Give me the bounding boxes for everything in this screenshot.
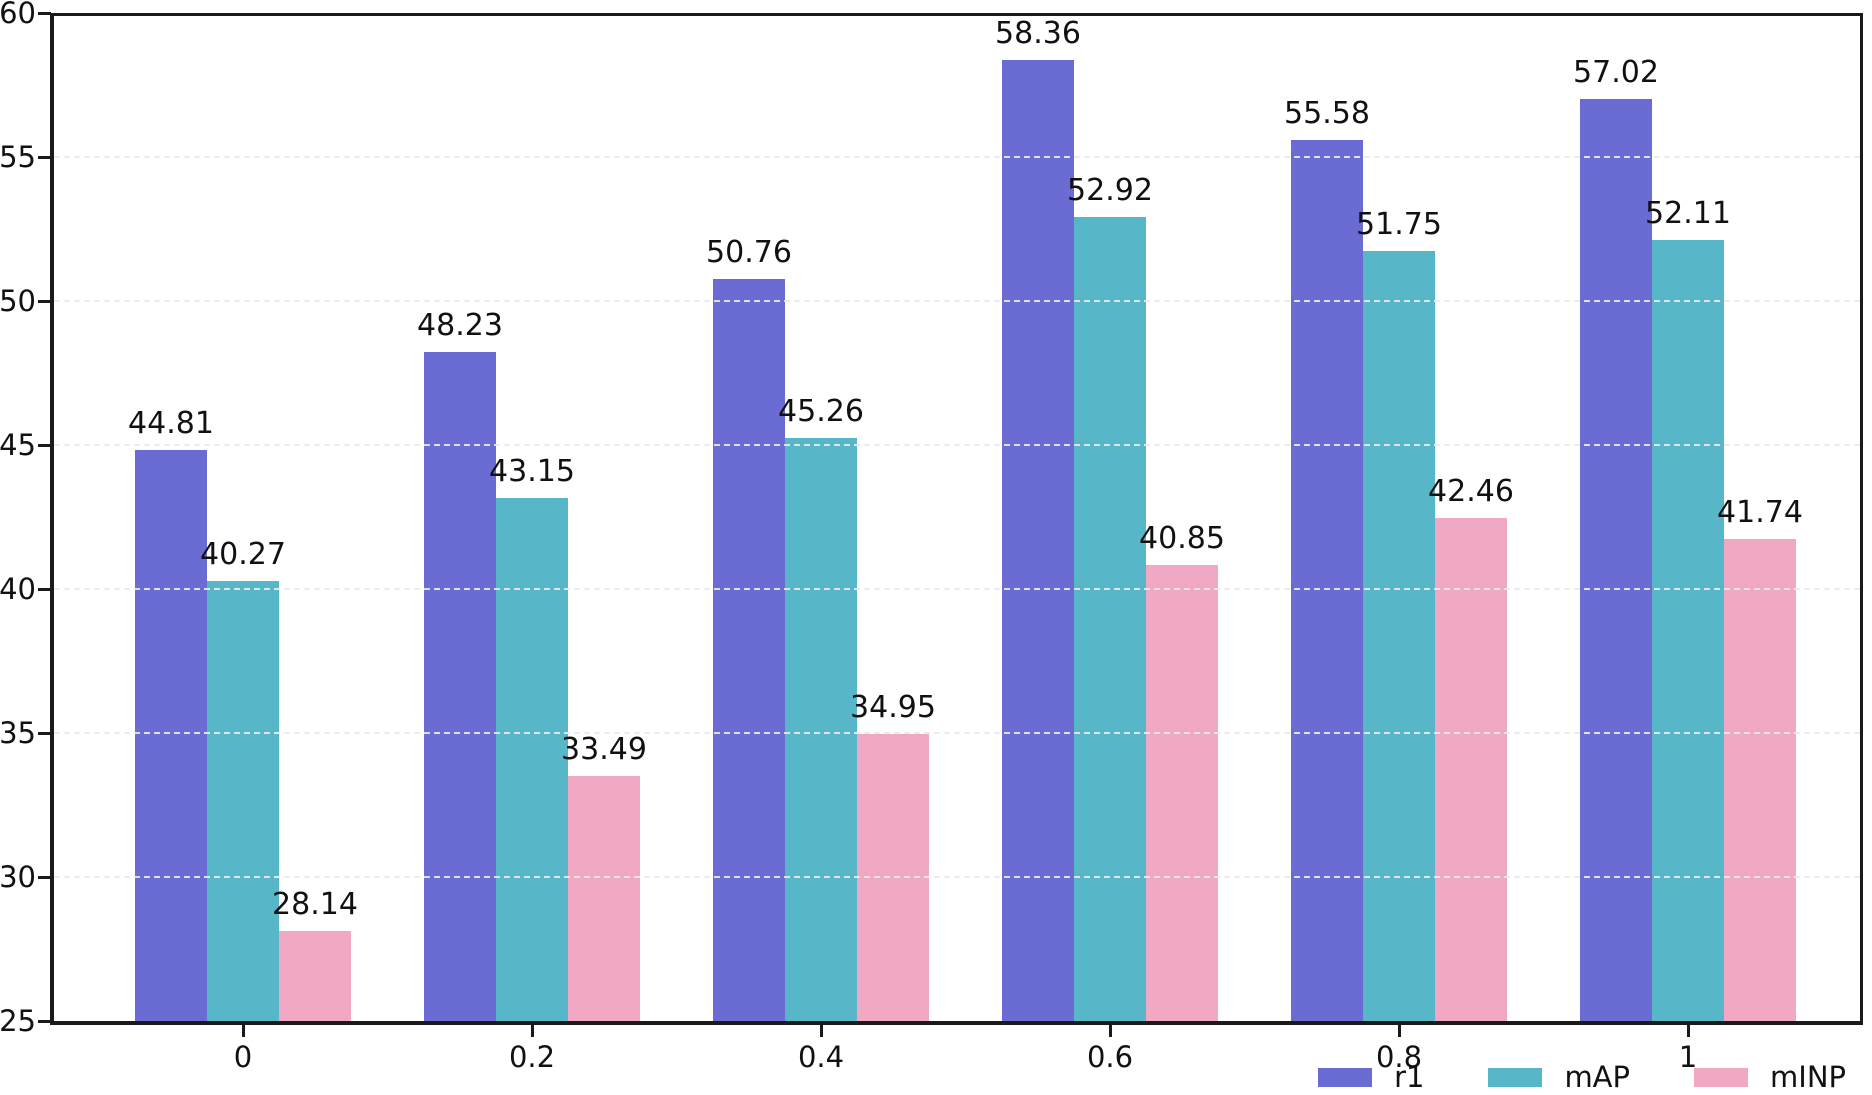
y-tick-mark-55 — [38, 156, 51, 159]
legend-item-mAP: mAP — [1488, 1060, 1630, 1094]
bar-value-label: 44.81 — [128, 406, 214, 442]
bar-mAP-0.4 — [785, 437, 857, 1021]
y-tick-mark-45 — [38, 444, 51, 447]
bar-value-label: 33.49 — [561, 732, 647, 768]
x-tick-label-0.8: 0.8 — [1375, 1040, 1423, 1074]
legend-swatch-mINP — [1694, 1067, 1749, 1087]
x-tick-label-0.2: 0.2 — [508, 1040, 556, 1074]
x-tick-mark-1 — [1687, 1025, 1690, 1037]
bar-value-label: 48.23 — [417, 307, 503, 343]
x-tick-mark-0.6 — [1109, 1025, 1112, 1037]
bar-value-label: 42.46 — [1428, 474, 1514, 510]
bar-mAP-0.8 — [1363, 250, 1435, 1021]
y-tick-label-40: 40 — [0, 572, 36, 606]
legend: r1 mAP mINP — [1318, 1059, 1846, 1095]
y-tick-mark-60 — [38, 12, 51, 15]
y-tick-label-30: 30 — [0, 860, 36, 894]
legend-item-r1: r1 — [1318, 1060, 1424, 1094]
bar-value-label: 50.76 — [706, 235, 792, 271]
axis-bottom-spine — [50, 1021, 1863, 1025]
y-tick-mark-35 — [38, 732, 51, 735]
legend-swatch-mAP — [1488, 1067, 1543, 1087]
bar-r1-0.6 — [1002, 60, 1074, 1021]
gridline-30 — [54, 876, 1860, 878]
x-tick-label-0.4: 0.4 — [797, 1040, 845, 1074]
bar-mAP-1 — [1652, 240, 1724, 1021]
x-tick-label-0.6: 0.6 — [1086, 1040, 1134, 1074]
bar-mINP-0.6 — [1146, 564, 1218, 1021]
y-tick-mark-25 — [38, 1020, 51, 1023]
axis-top-spine — [50, 13, 1863, 16]
legend-label-mINP: mINP — [1770, 1060, 1846, 1094]
bar-mINP-0 — [279, 930, 351, 1021]
legend-swatch-r1 — [1318, 1067, 1373, 1087]
bar-r1-0 — [135, 450, 207, 1021]
bar-value-label: 52.11 — [1645, 196, 1731, 232]
bar-value-label: 58.36 — [995, 16, 1081, 52]
x-tick-mark-0.8 — [1398, 1025, 1401, 1037]
bar-r1-0.8 — [1291, 140, 1363, 1021]
legend-item-mINP: mINP — [1694, 1060, 1846, 1094]
bar-value-label: 52.92 — [1067, 172, 1153, 208]
axis-left-spine — [50, 13, 54, 1025]
x-tick-label-0: 0 — [233, 1040, 253, 1074]
x-tick-mark-0 — [242, 1025, 245, 1037]
y-tick-mark-30 — [38, 876, 51, 879]
bar-value-label: 51.75 — [1356, 206, 1442, 242]
bar-mAP-0 — [207, 581, 279, 1021]
bar-value-label: 57.02 — [1573, 54, 1659, 90]
axis-right-spine — [1860, 13, 1863, 1025]
bar-r1-0.2 — [424, 351, 496, 1021]
bar-mINP-1 — [1724, 538, 1796, 1021]
y-tick-label-35: 35 — [0, 716, 36, 750]
bar-r1-0.4 — [713, 279, 785, 1021]
y-tick-mark-50 — [38, 300, 51, 303]
y-tick-label-60: 60 — [0, 0, 36, 30]
x-tick-mark-0.4 — [820, 1025, 823, 1037]
bar-r1-1 — [1580, 98, 1652, 1021]
bar-mAP-0.2 — [496, 498, 568, 1021]
bar-value-label: 41.74 — [1717, 494, 1803, 530]
x-tick-label-1: 1 — [1678, 1040, 1698, 1074]
bar-value-label: 40.85 — [1139, 520, 1225, 556]
bar-value-label: 55.58 — [1284, 96, 1370, 132]
bar-value-label: 45.26 — [778, 393, 864, 429]
bar-value-label: 28.14 — [272, 886, 358, 922]
bar-value-label: 40.27 — [200, 537, 286, 573]
y-tick-label-55: 55 — [0, 140, 36, 174]
bar-mINP-0.2 — [568, 776, 640, 1021]
bar-mINP-0.8 — [1435, 518, 1507, 1021]
y-tick-mark-40 — [38, 588, 51, 591]
bar-value-label: 43.15 — [489, 454, 575, 490]
y-tick-label-25: 25 — [0, 1004, 36, 1038]
gridline-35 — [54, 732, 1860, 734]
bar-mAP-0.6 — [1074, 216, 1146, 1021]
gridline-40 — [54, 588, 1860, 590]
y-tick-label-45: 45 — [0, 428, 36, 462]
bar-value-label: 34.95 — [850, 690, 936, 726]
gridline-50 — [54, 300, 1860, 302]
x-tick-mark-0.2 — [531, 1025, 534, 1037]
legend-label-r1: r1 — [1394, 1060, 1425, 1094]
legend-label-mAP: mAP — [1564, 1060, 1631, 1094]
y-tick-label-50: 50 — [0, 284, 36, 318]
gridline-45 — [54, 444, 1860, 446]
gridline-55 — [54, 156, 1860, 158]
